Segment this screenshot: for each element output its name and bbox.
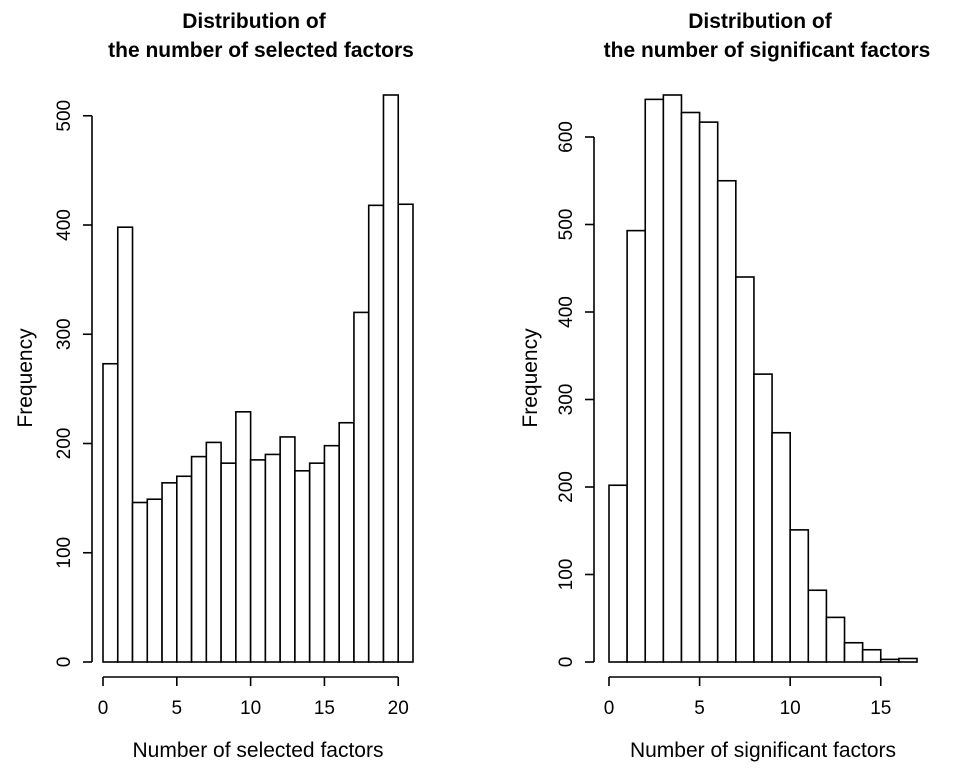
bar	[771, 431, 791, 663]
x-tick-label: 0	[98, 698, 109, 719]
x-tick-label: 10	[780, 698, 801, 719]
bar	[735, 276, 755, 663]
bar	[161, 482, 178, 663]
significant-factors-histogram: Distribution of the number of significan…	[519, 10, 930, 762]
x-tick-label: 0	[604, 698, 615, 719]
x-tick-label: 15	[314, 698, 335, 719]
y-axis-label: Frequency	[14, 328, 37, 428]
bar	[249, 459, 267, 663]
bar	[716, 179, 737, 663]
bar	[879, 658, 900, 663]
y-axis-label: Frequency	[519, 328, 542, 428]
chart-title-line-1: Distribution of	[182, 10, 326, 33]
bar	[190, 455, 208, 663]
x-tick-label: 15	[870, 698, 891, 719]
bar	[220, 462, 237, 663]
x-axis: 0 5 10 15 20	[98, 676, 409, 719]
y-tick-label: 100	[54, 537, 75, 569]
bar	[205, 441, 222, 663]
bar	[338, 421, 355, 663]
y-tick-label: 400	[556, 296, 577, 328]
bar	[308, 462, 326, 663]
bar	[789, 529, 810, 663]
bar	[131, 501, 149, 663]
bar	[825, 616, 846, 663]
y-tick-label: 200	[54, 428, 75, 460]
chart-title-line-2: the number of selected factors	[108, 39, 414, 62]
y-axis: 0 100 200 300 400 500 600	[556, 121, 595, 668]
bar	[397, 203, 414, 663]
bar	[367, 204, 385, 663]
bar	[662, 94, 683, 663]
y-tick-label: 100	[556, 559, 577, 591]
x-tick-label: 10	[240, 698, 261, 719]
bars	[608, 94, 918, 663]
y-tick-label: 400	[54, 209, 75, 241]
bar	[644, 98, 665, 663]
x-axis-label: Number of significant factors	[630, 739, 896, 762]
selected-factors-histogram: Distribution of the number of selected f…	[14, 10, 414, 762]
bar	[264, 453, 281, 663]
y-tick-label: 500	[556, 209, 577, 241]
chart-title-line-1: Distribution of	[688, 10, 832, 33]
y-tick-label: 500	[54, 100, 75, 132]
y-tick-label: 300	[54, 318, 75, 350]
bar	[753, 373, 773, 663]
bar	[279, 436, 296, 663]
y-tick-label: 0	[556, 657, 577, 668]
y-tick-label: 600	[556, 121, 577, 153]
bar	[146, 498, 163, 663]
bar	[116, 226, 134, 663]
y-axis: 0 100 200 300 400 500	[54, 100, 93, 668]
x-tick-label: 5	[694, 698, 705, 719]
bar	[382, 94, 400, 663]
x-axis: 0 5 10 15	[604, 676, 891, 719]
bar	[323, 444, 340, 663]
bar	[861, 648, 882, 663]
bar	[176, 475, 193, 663]
bar	[294, 470, 311, 663]
x-tick-label: 20	[388, 698, 409, 719]
bar	[680, 111, 701, 663]
bar	[898, 657, 918, 663]
x-axis-label: Number of selected factors	[133, 739, 384, 762]
bar	[102, 362, 119, 663]
bar	[698, 121, 719, 663]
y-tick-label: 0	[54, 657, 75, 668]
bars	[102, 94, 414, 663]
bar	[353, 311, 370, 663]
y-tick-label: 200	[556, 471, 577, 503]
y-tick-label: 300	[556, 384, 577, 416]
chart-title-line-2: the number of significant factors	[604, 39, 931, 62]
bar	[235, 411, 252, 663]
bar	[608, 484, 628, 663]
bar	[626, 229, 647, 663]
bar	[807, 589, 828, 663]
bar	[843, 641, 864, 663]
x-tick-label: 5	[172, 698, 183, 719]
